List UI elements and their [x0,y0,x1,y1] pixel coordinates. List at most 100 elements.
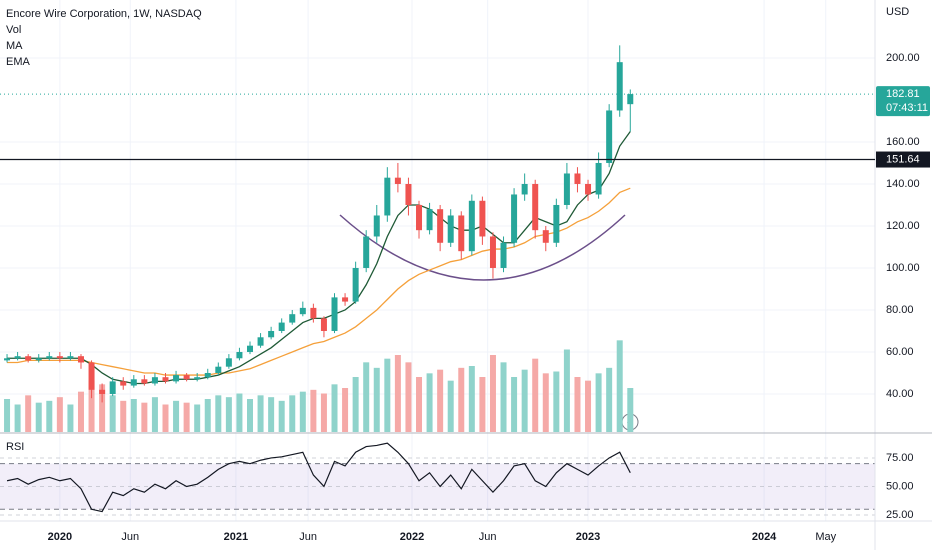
rsi-tick-label: 50.00 [886,480,914,492]
volume-bar [405,362,412,432]
x-tick-label: 2021 [224,531,248,543]
candle-body [394,177,401,184]
volume-bar [458,367,465,432]
candle-body [183,375,190,380]
volume-bar [447,380,454,432]
candle-body [574,173,581,184]
volume-bar [67,404,74,432]
volume-bar [183,402,190,432]
candle-body [299,307,306,315]
candle-body [479,200,486,237]
volume-bar [46,400,53,432]
candle-body [532,183,539,231]
ma-line [7,131,631,385]
y-tick-label: 60.00 [886,346,914,358]
volume-bar [278,400,285,432]
candle-body [320,318,327,331]
volume-bar [299,391,306,432]
candle-body [88,362,95,390]
candle-body [4,358,11,361]
currency-label: USD [886,6,909,18]
y-tick-label: 100.00 [886,262,920,274]
candle-body [247,345,253,352]
candle-body [458,215,465,252]
volume-bar [426,373,433,432]
indicator-ema[interactable]: EMA [6,56,31,68]
volume-bar [384,358,391,432]
cup-drawing[interactable] [339,214,626,281]
volume-bar [320,393,327,432]
x-tick-label: Jun [299,531,317,543]
candle-body [595,162,602,195]
volume-bar [606,367,613,432]
candle-body [194,377,201,380]
last-price-box [876,86,930,117]
candle-body [363,236,370,268]
volume-bar [489,355,496,432]
volume-bar [479,377,486,432]
volume-bar [363,362,370,432]
candle-body [616,62,623,111]
candle-body [585,183,592,195]
last-price-label: 182.81 [886,88,920,100]
candle-body [236,351,243,359]
ema-line [7,187,631,376]
volume-bar [4,399,11,432]
candle-body [35,358,42,361]
candle-body [130,379,137,386]
candle-body [14,356,21,359]
volume-bar [437,369,444,432]
candle-body [352,267,359,302]
x-tick-label: May [815,531,836,543]
volume-bar [500,362,507,432]
y-tick-label: 200.00 [886,52,920,64]
candle-body [141,379,148,384]
candle-body [405,183,412,205]
candle-body [384,177,391,216]
candle-body [521,183,528,195]
candle-body [173,375,180,382]
x-tick-label: 2023 [576,531,600,543]
indicator-ma[interactable]: MA [6,40,23,52]
volume-bar [215,395,222,432]
candle-body [426,209,433,231]
volume-bar [35,402,42,432]
candle-body [489,236,496,268]
candle-body [500,242,507,268]
candle-body [162,377,169,382]
candle-body [25,356,32,361]
volume-bar [151,397,158,432]
candle-body [67,356,74,359]
candle-body [468,200,475,252]
volume-bar [585,380,592,432]
volume-bar [99,384,106,432]
volume-bar [88,380,95,432]
x-tick-label: 2022 [400,531,424,543]
rsi-title[interactable]: RSI [6,441,24,453]
indicator-vol[interactable]: Vol [6,24,21,36]
rsi-tick-label: 25.00 [886,509,914,521]
volume-bar [141,402,148,432]
volume-bar [77,391,84,432]
volume-bar [257,395,264,432]
volume-bar [109,395,116,432]
rsi-line [6,442,631,513]
volume-bar [352,377,359,432]
candle-body [225,358,232,367]
symbol-title[interactable]: Encore Wire Corporation, 1W, NASDAQ [6,8,202,20]
candle-body [268,330,275,338]
level-label: 151.64 [886,153,920,165]
volume-bar [289,395,296,432]
candle-body [99,389,106,394]
volume-bar [194,404,201,432]
y-tick-label: 40.00 [886,388,914,400]
x-tick-label: Jun [479,531,497,543]
volume-bar [511,377,518,432]
candle-body [215,366,222,373]
volume-bar [130,399,137,432]
candle-body [373,215,380,237]
volume-bar [162,404,169,432]
candle-body [204,372,211,378]
volume-bar [120,400,127,432]
candle-body [542,230,549,243]
